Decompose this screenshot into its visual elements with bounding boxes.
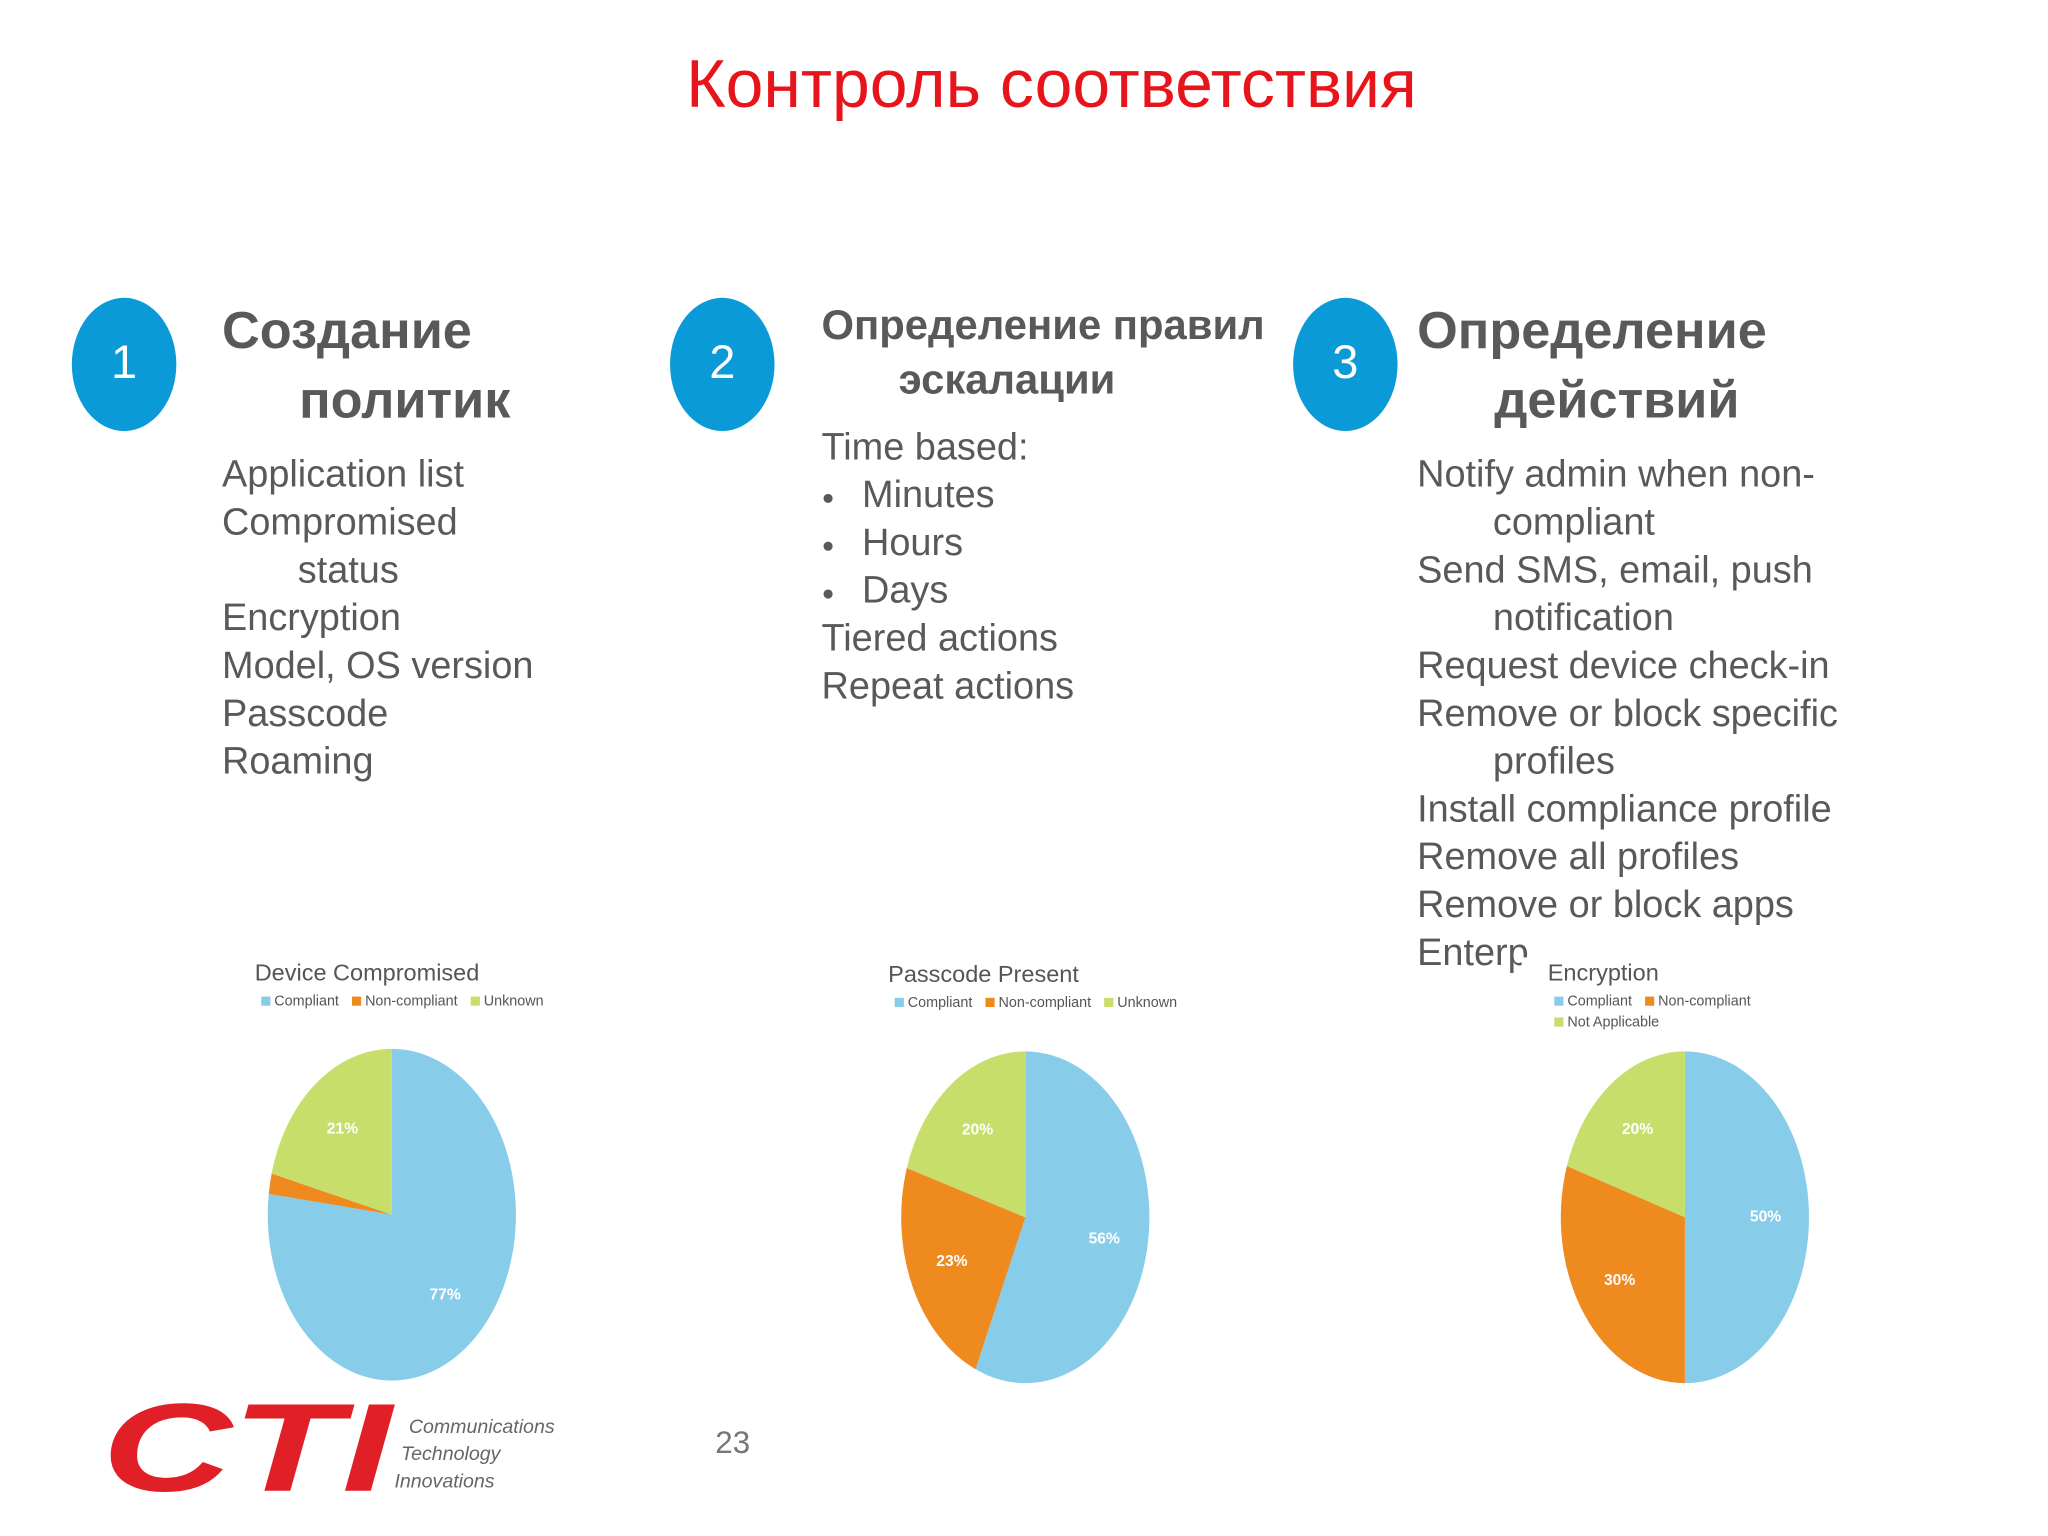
list-item: Hours	[862, 522, 963, 564]
list-item: Repeat actions	[822, 665, 1075, 707]
list-item: Minutes	[862, 474, 995, 516]
chart-title: Encryption	[1548, 960, 1659, 986]
list-item: Application list	[222, 454, 464, 496]
pie-slice	[906, 1051, 1026, 1218]
legend-swatch	[985, 997, 995, 1008]
legend-label: Unknown	[484, 994, 544, 1010]
section-heading: эскалации	[899, 356, 1116, 403]
list-item: Encryption	[222, 597, 401, 639]
bullet	[823, 541, 833, 551]
list-item: Time based:	[822, 426, 1029, 468]
pie-slice	[271, 1048, 392, 1215]
section-heading: политик	[299, 371, 511, 429]
list-item: Roaming	[222, 741, 374, 783]
bullet	[823, 589, 833, 599]
legend-label: Non-compliant	[365, 994, 458, 1010]
list-item: Remove or block specific	[1417, 693, 1838, 735]
logo: CTI	[102, 1377, 395, 1518]
legend-swatch	[1104, 997, 1114, 1008]
list-item: notification	[1493, 597, 1674, 639]
logo-text: Communications	[409, 1416, 555, 1438]
list-item: compliant	[1493, 502, 1656, 544]
chart-title: Device Compromised	[255, 960, 480, 986]
section-heading: Определение правил	[822, 301, 1265, 348]
list-item: Model, OS version	[222, 645, 533, 687]
badge-number: 3	[1332, 335, 1358, 388]
number-badge	[670, 297, 775, 432]
slice-label: 77%	[430, 1287, 461, 1304]
bullet	[823, 493, 833, 503]
legend-swatch	[352, 996, 362, 1006]
legend-label: Compliant	[1567, 994, 1632, 1010]
legend-swatch	[1554, 1017, 1564, 1027]
badge-number: 1	[111, 335, 137, 388]
list-item: Install compliance profile	[1417, 788, 1832, 830]
pie-slice	[1560, 1166, 1685, 1384]
pie-slice	[901, 1168, 1026, 1370]
section-heading: Определение	[1417, 302, 1767, 360]
logo-text: Innovations	[394, 1471, 494, 1493]
list-item: Send SMS, email, push	[1417, 549, 1813, 591]
list-item: Remove all profiles	[1417, 836, 1739, 878]
list-item: profiles	[1493, 741, 1615, 783]
list-item: Days	[862, 570, 948, 612]
slice-label: 23%	[936, 1253, 967, 1270]
legend-label: Unknown	[1117, 995, 1177, 1011]
legend-swatch	[1645, 996, 1655, 1006]
number-badge	[71, 297, 177, 432]
slice-label: 21%	[327, 1121, 358, 1138]
chart-title: Passcode Present	[888, 961, 1079, 987]
slice-label: 56%	[1089, 1231, 1120, 1248]
logo-text: Technology	[401, 1443, 502, 1465]
list-item: Compromised	[222, 502, 458, 544]
list-item: Remove or block apps	[1417, 884, 1794, 926]
legend-label: Not Applicable	[1567, 1014, 1659, 1030]
legend-swatch	[261, 996, 271, 1006]
number-badge	[1293, 297, 1398, 432]
list-item: Tiered actions	[822, 618, 1058, 660]
legend-swatch	[470, 996, 480, 1006]
legend-label: Non-compliant	[1658, 994, 1751, 1010]
legend-label: Non-compliant	[999, 995, 1092, 1011]
legend-swatch	[894, 997, 904, 1008]
slice-label: 30%	[1604, 1272, 1635, 1289]
list-item: status	[298, 549, 399, 591]
legend-label: Compliant	[274, 994, 339, 1010]
badge-number: 2	[709, 335, 735, 388]
slice-label: 50%	[1750, 1208, 1781, 1225]
legend-swatch	[1554, 996, 1564, 1006]
legend-label: Compliant	[908, 995, 973, 1011]
slice-label: 20%	[1622, 1121, 1653, 1138]
list-item: Passcode	[222, 693, 388, 735]
slice-label: 20%	[962, 1122, 993, 1139]
slide-title: Контроль соответствия	[686, 47, 1417, 122]
pie-slice	[975, 1051, 1150, 1384]
list-item: Request device check-in	[1417, 645, 1829, 687]
pie-slice	[1684, 1051, 1809, 1384]
pie-slice	[1566, 1051, 1685, 1218]
list-item: Notify admin when non-	[1417, 454, 1815, 496]
list-item: Enterp	[1417, 932, 1529, 974]
page-number: 23	[715, 1425, 750, 1460]
section-heading: Создание	[222, 302, 472, 360]
pie-slice	[268, 1173, 392, 1215]
section-heading: действий	[1494, 371, 1739, 429]
